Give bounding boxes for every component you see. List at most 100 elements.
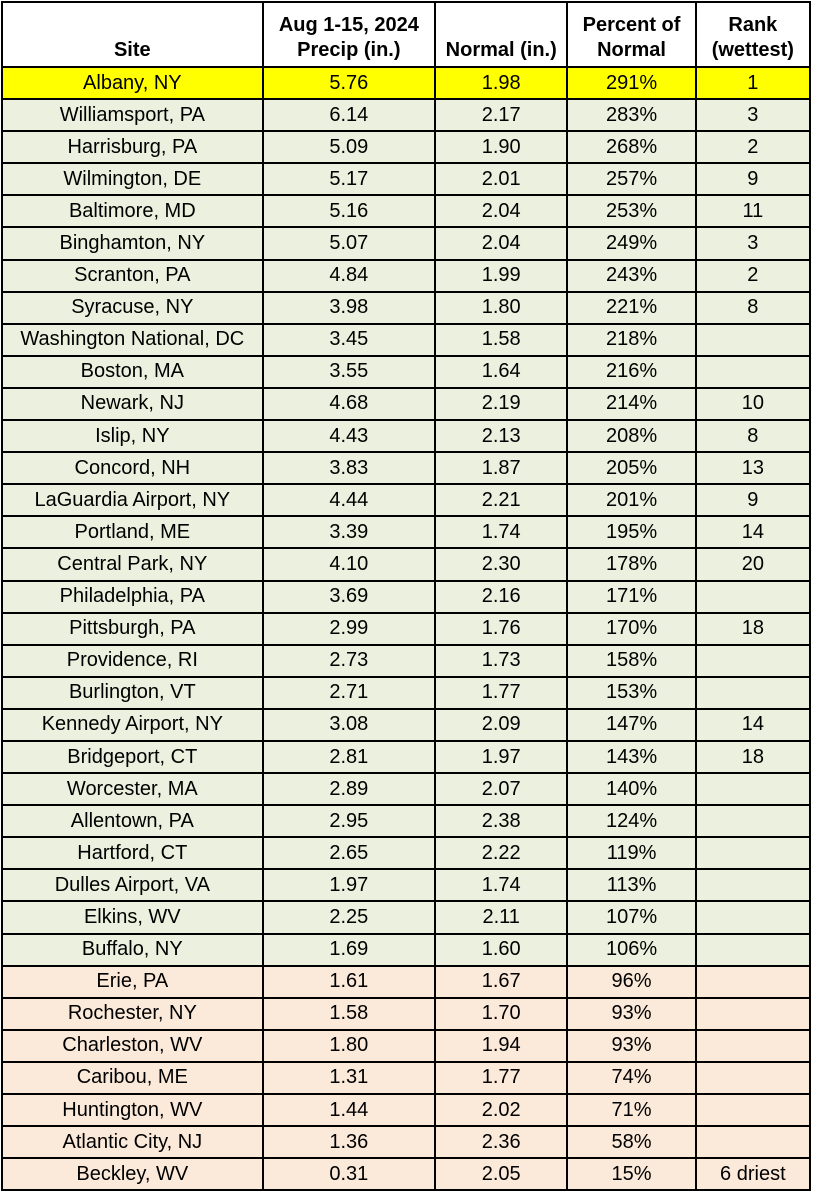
precip-cell: 1.36	[261, 1125, 437, 1160]
rank-cell: 13	[694, 451, 812, 486]
percent-cell: 214%	[566, 386, 697, 422]
site-cell: Dulles Airport, VA	[1, 868, 264, 903]
percent-cell: 158%	[566, 643, 697, 678]
table-row: Scranton, PA 4.84 1.99 243% 2	[1, 258, 812, 293]
site-cell: Baltimore, MD	[1, 194, 264, 229]
table-row: Syracuse, NY 3.98 1.80 221% 8	[1, 290, 812, 325]
header-row: Site Aug 1-15, 2024 Precip (in.) Normal …	[1, 1, 812, 68]
normal-cell: 2.22	[434, 836, 569, 871]
table-row: Charleston, WV 1.80 1.94 93%	[1, 1028, 812, 1063]
table-row: LaGuardia Airport, NY 4.44 2.21 201% 9	[1, 483, 812, 518]
table-row: Pittsburgh, PA 2.99 1.76 170% 18	[1, 611, 812, 646]
percent-cell: 268%	[566, 130, 697, 165]
site-cell: Huntington, WV	[1, 1092, 264, 1128]
table-row: Erie, PA 1.61 1.67 96%	[1, 964, 812, 999]
table-row: Buffalo, NY 1.69 1.60 106%	[1, 932, 812, 967]
normal-cell: 2.01	[434, 162, 569, 197]
site-cell: Philadelphia, PA	[1, 579, 264, 614]
normal-cell: 2.21	[434, 483, 569, 518]
column-header-site: Site	[1, 1, 264, 68]
precip-cell: 1.44	[261, 1092, 437, 1128]
site-cell: Atlantic City, NJ	[1, 1125, 264, 1160]
rank-cell: 20	[694, 547, 812, 582]
percent-cell: 257%	[566, 162, 697, 197]
site-cell: Bridgeport, CT	[1, 739, 264, 775]
rank-cell: 14	[694, 515, 812, 550]
site-cell: Williamsport, PA	[1, 98, 264, 133]
precip-cell: 4.68	[261, 386, 437, 422]
site-cell: Caribou, ME	[1, 1060, 264, 1096]
normal-cell: 2.11	[434, 900, 569, 935]
percent-cell: 218%	[566, 322, 697, 357]
table-row: Beckley, WV 0.31 2.05 15% 6 driest	[1, 1157, 812, 1192]
site-cell: Harrisburg, PA	[1, 130, 264, 165]
rank-cell: 9	[694, 162, 812, 197]
column-header-rank-line2: (wettest)	[711, 39, 794, 61]
percent-cell: 283%	[566, 98, 697, 133]
rank-cell	[694, 1060, 812, 1096]
precip-cell: 3.83	[261, 451, 437, 486]
site-cell: Hartford, CT	[1, 836, 264, 871]
table-row: Elkins, WV 2.25 2.11 107%	[1, 900, 812, 935]
precip-cell: 2.25	[261, 900, 437, 935]
precip-cell: 1.58	[261, 996, 437, 1031]
percent-cell: 119%	[566, 836, 697, 871]
table-row: Huntington, WV 1.44 2.02 71%	[1, 1092, 812, 1128]
table-row: Rochester, NY 1.58 1.70 93%	[1, 996, 812, 1031]
precip-cell: 5.17	[261, 162, 437, 197]
normal-cell: 1.99	[434, 258, 569, 293]
normal-cell: 2.02	[434, 1092, 569, 1128]
column-header-percent: Percent of Normal	[566, 1, 697, 68]
table-row: Allentown, PA 2.95 2.38 124%	[1, 804, 812, 839]
percent-cell: 170%	[566, 611, 697, 646]
precip-cell: 5.76	[261, 65, 437, 101]
normal-cell: 2.38	[434, 804, 569, 839]
percent-cell: 113%	[566, 868, 697, 903]
normal-cell: 1.80	[434, 290, 569, 325]
table-row: Wilmington, DE 5.17 2.01 257% 9	[1, 162, 812, 197]
normal-cell: 2.13	[434, 419, 569, 454]
precip-cell: 2.73	[261, 643, 437, 678]
site-cell: Buffalo, NY	[1, 932, 264, 967]
rank-cell	[694, 804, 812, 839]
normal-cell: 2.19	[434, 386, 569, 422]
percent-cell: 201%	[566, 483, 697, 518]
site-cell: Albany, NY	[1, 65, 264, 101]
precip-cell: 2.99	[261, 611, 437, 646]
normal-cell: 2.05	[434, 1157, 569, 1192]
precip-cell: 6.14	[261, 98, 437, 133]
normal-cell: 2.07	[434, 772, 569, 807]
precip-cell: 1.97	[261, 868, 437, 903]
site-cell: Concord, NH	[1, 451, 264, 486]
column-header-site-label: Site	[113, 39, 151, 61]
rank-cell: 11	[694, 194, 812, 229]
normal-cell: 1.60	[434, 932, 569, 967]
table-row: Atlantic City, NJ 1.36 2.36 58%	[1, 1125, 812, 1160]
rank-cell	[694, 322, 812, 357]
table-row: Baltimore, MD 5.16 2.04 253% 11	[1, 194, 812, 229]
site-cell: LaGuardia Airport, NY	[1, 483, 264, 518]
column-header-precip: Aug 1-15, 2024 Precip (in.)	[261, 1, 437, 68]
percent-cell: 58%	[566, 1125, 697, 1160]
precip-cell: 2.89	[261, 772, 437, 807]
table-row: Hartford, CT 2.65 2.22 119%	[1, 836, 812, 871]
precip-cell: 1.69	[261, 932, 437, 967]
site-cell: Kennedy Airport, NY	[1, 707, 264, 742]
rank-cell: 14	[694, 707, 812, 742]
rank-cell	[694, 643, 812, 678]
rank-cell: 2	[694, 258, 812, 293]
normal-cell: 2.04	[434, 226, 569, 261]
precip-cell: 3.55	[261, 354, 437, 389]
site-cell: Scranton, PA	[1, 258, 264, 293]
column-header-rank-line1: Rank	[728, 14, 778, 36]
percent-cell: 208%	[566, 419, 697, 454]
precip-cell: 1.31	[261, 1060, 437, 1096]
rank-cell: 18	[694, 739, 812, 775]
table-header: Site Aug 1-15, 2024 Precip (in.) Normal …	[1, 1, 812, 68]
precip-cell: 3.45	[261, 322, 437, 357]
percent-cell: 15%	[566, 1157, 697, 1192]
column-header-percent-line2: Normal	[597, 39, 666, 61]
percent-cell: 153%	[566, 675, 697, 710]
